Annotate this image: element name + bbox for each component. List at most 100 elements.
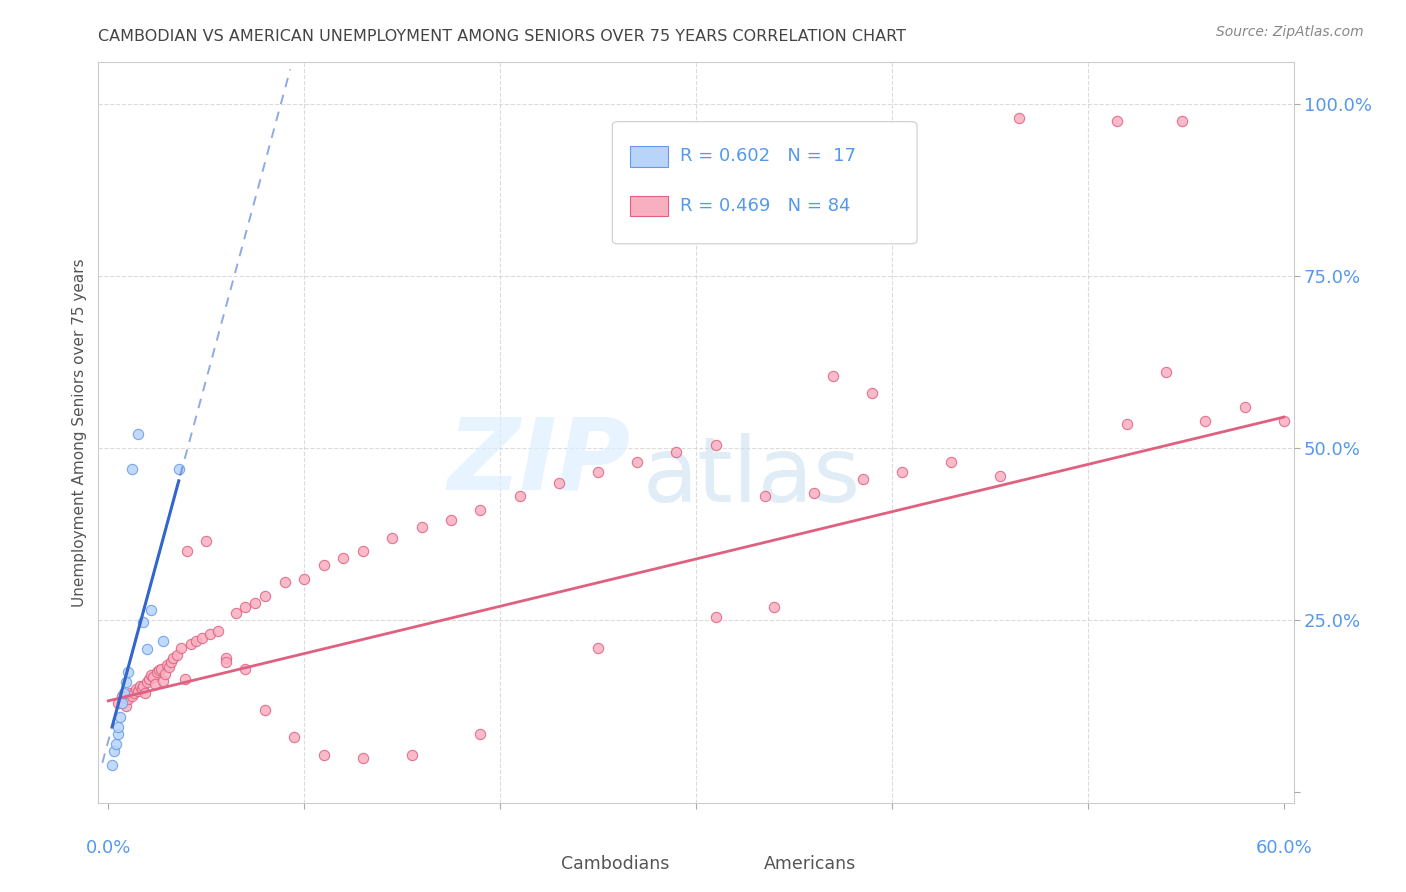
- Point: [124, 682, 146, 697]
- Text: Americans: Americans: [763, 855, 856, 873]
- Point: [131, 682, 153, 697]
- FancyBboxPatch shape: [630, 146, 668, 167]
- Point: [470, 727, 492, 741]
- Point: [1272, 413, 1295, 427]
- Point: [153, 667, 176, 681]
- Point: [136, 675, 159, 690]
- Point: [235, 661, 257, 675]
- Point: [191, 631, 214, 645]
- Point: [118, 685, 141, 699]
- FancyBboxPatch shape: [529, 857, 555, 871]
- Point: [127, 683, 149, 698]
- Point: [111, 689, 134, 703]
- Point: [166, 648, 188, 662]
- Point: [292, 572, 315, 586]
- Point: [440, 513, 463, 527]
- Text: atlas: atlas: [643, 433, 860, 521]
- Y-axis label: Unemployment Among Seniors over 75 years: Unemployment Among Seniors over 75 years: [72, 259, 87, 607]
- Point: [352, 544, 374, 558]
- Text: CAMBODIAN VS AMERICAN UNEMPLOYMENT AMONG SENIORS OVER 75 YEARS CORRELATION CHART: CAMBODIAN VS AMERICAN UNEMPLOYMENT AMONG…: [98, 29, 907, 44]
- Point: [179, 637, 201, 651]
- Point: [112, 685, 135, 699]
- Point: [170, 640, 193, 655]
- Point: [176, 544, 198, 558]
- Point: [1116, 417, 1139, 431]
- Point: [105, 737, 128, 751]
- Text: 60.0%: 60.0%: [1256, 838, 1312, 857]
- Point: [122, 685, 145, 699]
- Point: [186, 634, 208, 648]
- Point: [115, 675, 138, 690]
- Point: [803, 486, 825, 500]
- Point: [167, 462, 190, 476]
- Point: [1194, 413, 1216, 427]
- Point: [312, 558, 335, 573]
- Point: [754, 489, 776, 503]
- Point: [160, 655, 183, 669]
- Point: [143, 676, 166, 690]
- Point: [586, 640, 609, 655]
- Point: [115, 699, 138, 714]
- Point: [381, 531, 404, 545]
- Point: [152, 634, 174, 648]
- Point: [132, 615, 155, 629]
- Point: [547, 475, 569, 490]
- Text: Cambodians: Cambodians: [561, 855, 669, 873]
- Point: [146, 665, 169, 679]
- Point: [235, 599, 257, 614]
- Point: [1154, 365, 1177, 379]
- Point: [157, 660, 180, 674]
- Point: [150, 661, 173, 675]
- Point: [148, 663, 170, 677]
- Point: [890, 465, 912, 479]
- Point: [121, 462, 143, 476]
- Point: [665, 444, 688, 458]
- Point: [626, 455, 648, 469]
- Point: [470, 503, 492, 517]
- Point: [173, 672, 195, 686]
- Point: [1107, 114, 1129, 128]
- Text: 0.0%: 0.0%: [86, 838, 131, 857]
- Point: [107, 720, 129, 734]
- Point: [823, 368, 845, 383]
- Point: [101, 758, 124, 772]
- FancyBboxPatch shape: [630, 195, 668, 217]
- Point: [132, 679, 155, 693]
- Point: [243, 596, 266, 610]
- Point: [142, 670, 165, 684]
- Point: [988, 468, 1011, 483]
- Point: [1171, 114, 1194, 128]
- Point: [215, 655, 238, 669]
- Point: [107, 696, 129, 710]
- Point: [860, 386, 883, 401]
- Point: [273, 575, 295, 590]
- Point: [253, 589, 276, 603]
- Point: [198, 627, 221, 641]
- Point: [138, 672, 160, 686]
- Point: [704, 438, 727, 452]
- Point: [253, 703, 276, 717]
- Point: [352, 751, 374, 765]
- Text: R = 0.602   N =  17: R = 0.602 N = 17: [681, 147, 856, 165]
- Point: [215, 651, 238, 665]
- Point: [117, 665, 139, 679]
- Point: [332, 551, 354, 566]
- Point: [162, 651, 184, 665]
- Point: [107, 727, 129, 741]
- FancyBboxPatch shape: [613, 121, 917, 244]
- Text: Source: ZipAtlas.com: Source: ZipAtlas.com: [1216, 25, 1364, 39]
- Point: [851, 472, 873, 486]
- Point: [141, 668, 163, 682]
- Point: [586, 465, 609, 479]
- Point: [108, 709, 131, 723]
- Point: [111, 696, 134, 710]
- Point: [195, 534, 218, 549]
- Point: [207, 624, 229, 638]
- Point: [283, 731, 305, 745]
- Point: [134, 685, 156, 699]
- Point: [152, 673, 174, 688]
- Point: [1008, 111, 1031, 125]
- Point: [763, 599, 786, 614]
- Point: [121, 689, 143, 703]
- Point: [939, 455, 962, 469]
